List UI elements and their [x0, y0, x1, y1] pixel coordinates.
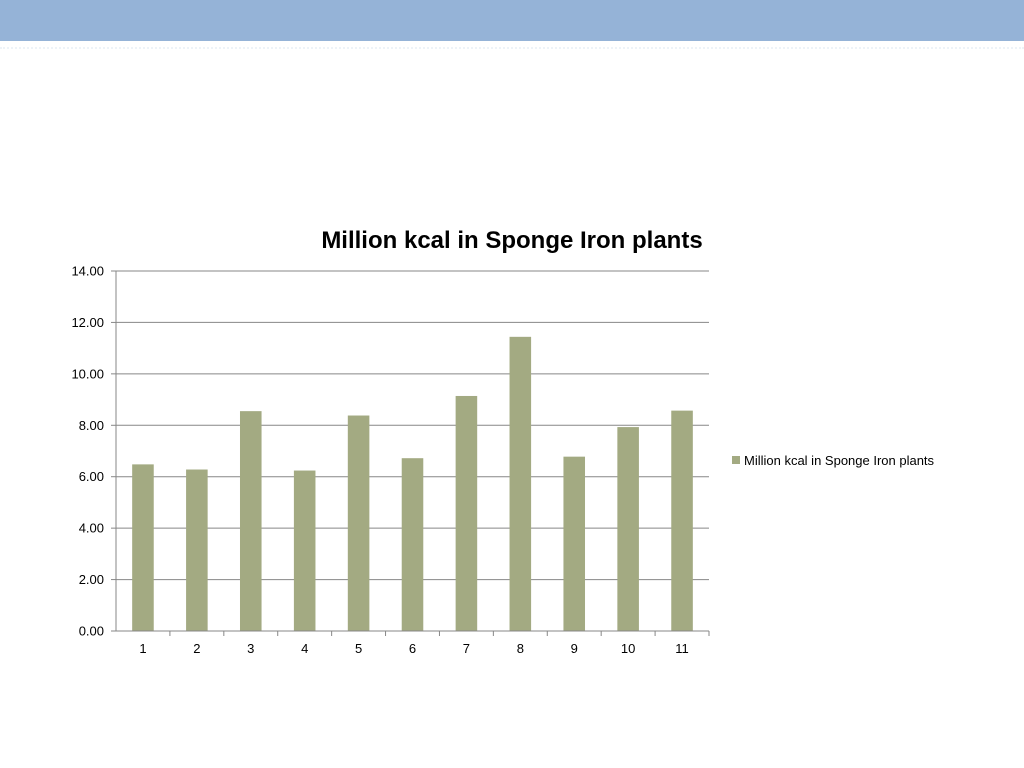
y-tick-label: 10.00 — [71, 366, 104, 381]
x-tick-label: 8 — [517, 641, 524, 656]
x-tick-label: 3 — [247, 641, 254, 656]
x-tick-label: 6 — [409, 641, 416, 656]
axes — [111, 270, 710, 636]
y-tick-label: 6.00 — [79, 469, 104, 484]
x-tick-label: 4 — [301, 641, 308, 656]
chart-title: Million kcal in Sponge Iron plants — [321, 227, 702, 254]
bar-11 — [671, 410, 693, 631]
header-band — [0, 0, 1024, 41]
bar-7 — [455, 395, 478, 631]
legend-label: Million kcal in Sponge Iron plants — [744, 453, 935, 468]
bar-2 — [186, 469, 208, 631]
x-tick-label: 1 — [139, 641, 146, 656]
y-tick-label: 14.00 — [71, 264, 104, 279]
bar-9 — [563, 456, 586, 631]
y-tick-label: 8.00 — [79, 418, 104, 433]
y-axis-ticks: 0.00 2.00 4.00 6.00 8.00 10.00 12.00 14.00 — [71, 264, 104, 639]
bar-1 — [132, 464, 154, 631]
bar-5 — [347, 415, 370, 631]
gridlines — [116, 270, 709, 581]
bar-8 — [509, 336, 532, 631]
y-tick-label: 0.00 — [79, 624, 104, 639]
bar-3 — [239, 411, 262, 631]
x-tick-label: 10 — [621, 641, 635, 656]
x-tick-label: 5 — [355, 641, 362, 656]
legend-swatch — [732, 456, 740, 464]
x-axis-ticks: 1 2 3 4 5 6 7 8 9 10 11 — [139, 641, 688, 656]
y-tick-label: 12.00 — [71, 315, 104, 330]
bar-6 — [401, 458, 424, 631]
x-tick-label: 11 — [675, 641, 689, 656]
x-tick-label: 2 — [193, 641, 200, 656]
y-tick-label: 4.00 — [79, 521, 104, 536]
bar-10 — [617, 427, 639, 631]
y-tick-label: 2.00 — [79, 572, 104, 587]
bar-4 — [293, 470, 316, 631]
header-divider — [0, 47, 1024, 49]
bars — [132, 336, 693, 631]
legend: Million kcal in Sponge Iron plants — [732, 453, 935, 468]
x-tick-label: 9 — [571, 641, 578, 656]
x-tick-label: 7 — [463, 641, 470, 656]
